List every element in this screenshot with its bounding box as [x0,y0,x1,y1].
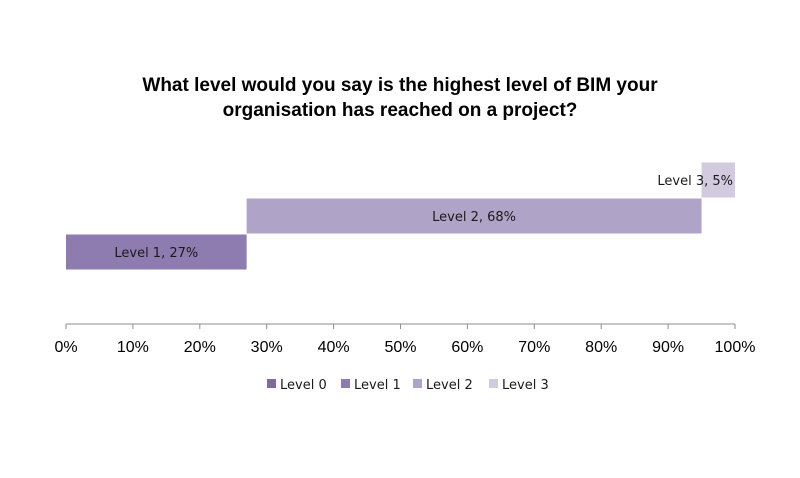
legend: Level 0 Level 1 Level 2 Level 3 [267,378,549,393]
legend-swatch-level-3 [489,379,498,388]
x-tick-label: 80% [585,339,617,356]
chart-title-line-2: organisation has reached on a project? [223,100,578,121]
x-tick-label: 10% [117,339,149,356]
x-tick-label: 60% [451,339,483,356]
legend-label-level-1: Level 1 [354,378,401,393]
legend-swatch-level-1 [341,379,350,388]
x-tick-label: 90% [652,339,684,356]
legend-swatch-level-2 [413,379,422,388]
x-tick-label: 20% [184,339,216,356]
data-label-level-3: Level 3, 5% [657,174,733,189]
x-tick-label: 30% [251,339,283,356]
data-label-level-2: Level 2, 68% [432,210,516,225]
legend-label-level-2: Level 2 [426,378,473,393]
data-label-level-1: Level 1, 27% [114,246,198,261]
bar-level-2 [246,198,702,234]
x-tick-label: 0% [54,339,77,356]
bar-level-1 [66,234,247,270]
legend-swatch-level-0 [267,379,276,388]
x-tick-label: 100% [715,339,756,356]
x-axis: 0% 10% 20% 30% 40% 50% 60% 70% 80% 90% 100% [54,323,756,356]
x-tick-label: 70% [518,339,550,356]
bar-level-3 [701,162,735,198]
legend-label-level-3: Level 3 [502,378,549,393]
x-tick-label: 40% [318,339,350,356]
x-tick-label: 50% [384,339,416,356]
legend-label-level-0: Level 0 [280,378,327,393]
chart-title: What level would you say is the highest … [142,75,658,121]
bars-layer: Level 1, 27% Level 2, 68% Level 3, 5% [66,162,735,270]
chart-title-line-1: What level would you say is the highest … [142,75,658,96]
